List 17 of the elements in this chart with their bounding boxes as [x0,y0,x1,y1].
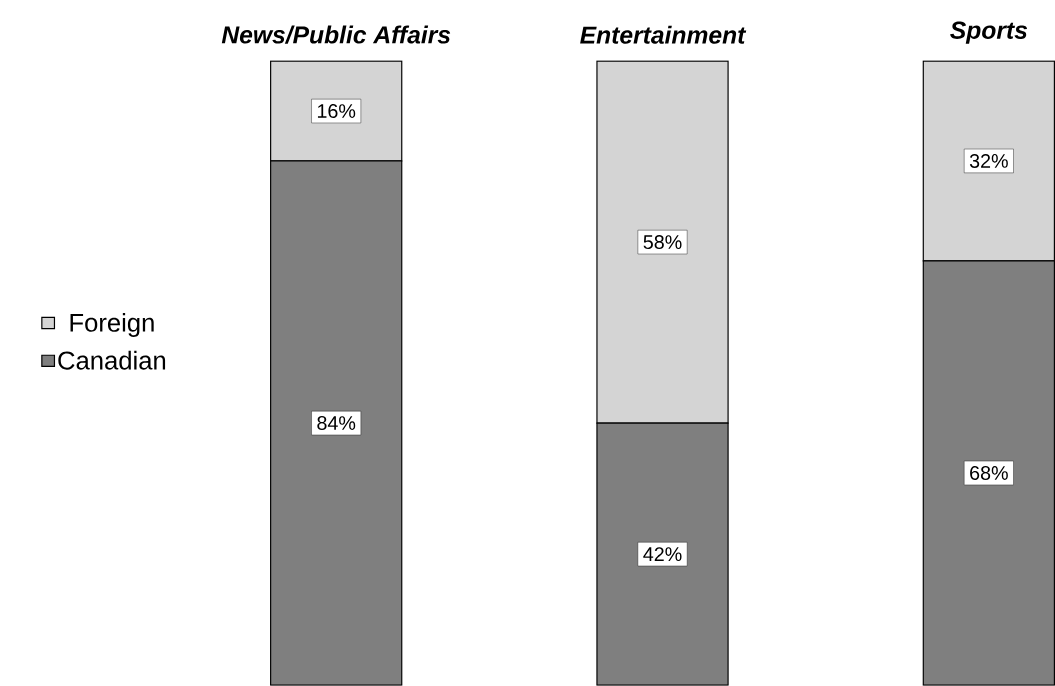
bar [270,60,403,162]
legend-label: Canadian [58,350,166,370]
data-label: 58% [643,235,682,250]
data-label: 42% [643,547,682,562]
bar [596,422,729,686]
data-label: 32% [969,154,1008,169]
bar [270,160,403,686]
x-tick-label: Sports [950,21,1028,44]
data-label: 16% [317,104,356,119]
data-label: 68% [970,466,1008,481]
data-label: 84% [317,416,356,431]
x-tick-label: Entertainment [580,25,747,44]
bar [596,60,729,424]
bar [922,260,1055,686]
legend-label: Foreign [70,313,154,338]
x-tick-label: News/Public Affairs [221,25,451,44]
bar [922,60,1055,262]
